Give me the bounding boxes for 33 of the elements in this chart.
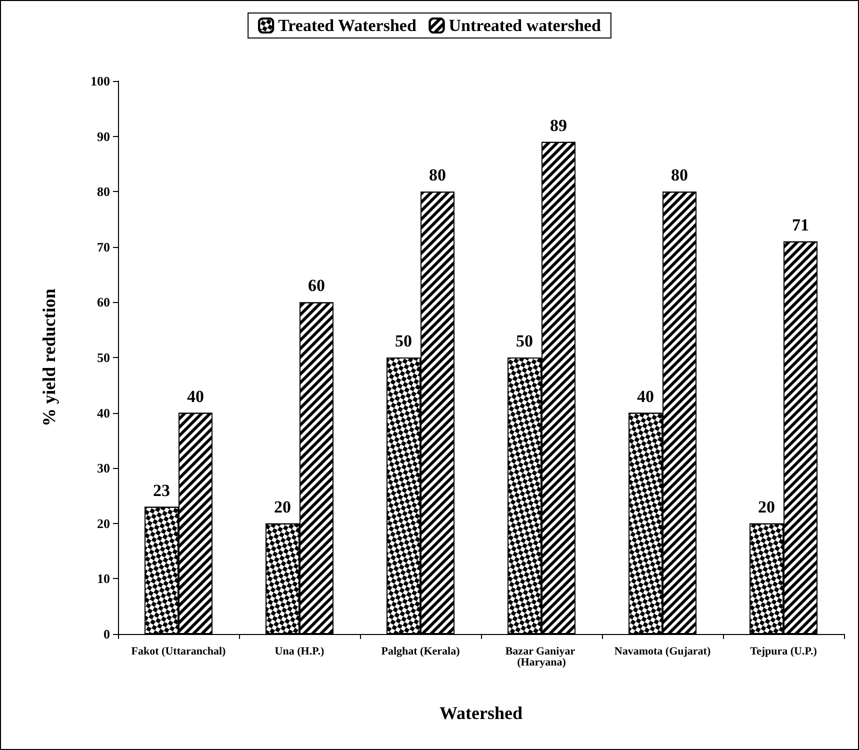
- y-tick-label: 50: [97, 350, 110, 365]
- data-label: 60: [308, 276, 325, 296]
- y-tick-label: 20: [97, 516, 110, 531]
- x-tick-label: Tejpura (U.P.): [750, 646, 818, 658]
- y-axis-title: % yield reduction: [39, 288, 59, 426]
- y-tick-label: 70: [97, 239, 110, 254]
- x-axis-title: Watershed: [440, 703, 522, 723]
- data-label: 20: [274, 497, 291, 516]
- data-label: 89: [550, 116, 567, 135]
- legend-label: Treated Watershed: [278, 16, 417, 35]
- y-tick-label: 80: [97, 184, 110, 200]
- y-tick-label: 30: [97, 460, 110, 476]
- data-label: 23: [153, 480, 170, 500]
- data-label: 50: [516, 332, 533, 350]
- y-tick-label: 0: [104, 626, 110, 642]
- y-tick-label: 90: [97, 128, 110, 144]
- data-label: 50: [395, 332, 412, 350]
- data-label: 71: [792, 215, 809, 234]
- legend-label: Untreated watershed: [448, 16, 602, 35]
- y-tick-label: 10: [97, 571, 110, 586]
- y-tick-label: 100: [90, 74, 110, 88]
- x-tick-label: Navamota (Gujarat): [614, 646, 711, 658]
- data-label: 40: [187, 386, 204, 406]
- x-tick-label: Palghat (Kerala): [381, 646, 460, 658]
- data-label: 80: [429, 166, 446, 185]
- x-tick-label: Una (H.P.): [274, 646, 325, 658]
- x-tick-label: Bazar Ganiyar (Haryana): [505, 646, 578, 668]
- data-label: 40: [637, 386, 654, 406]
- y-tick-label: 40: [97, 405, 110, 420]
- data-label: 80: [671, 166, 688, 185]
- x-tick-label: Fakot (Uttaranchal): [131, 646, 226, 658]
- y-tick-label: 60: [97, 294, 110, 310]
- data-label: 20: [758, 497, 775, 516]
